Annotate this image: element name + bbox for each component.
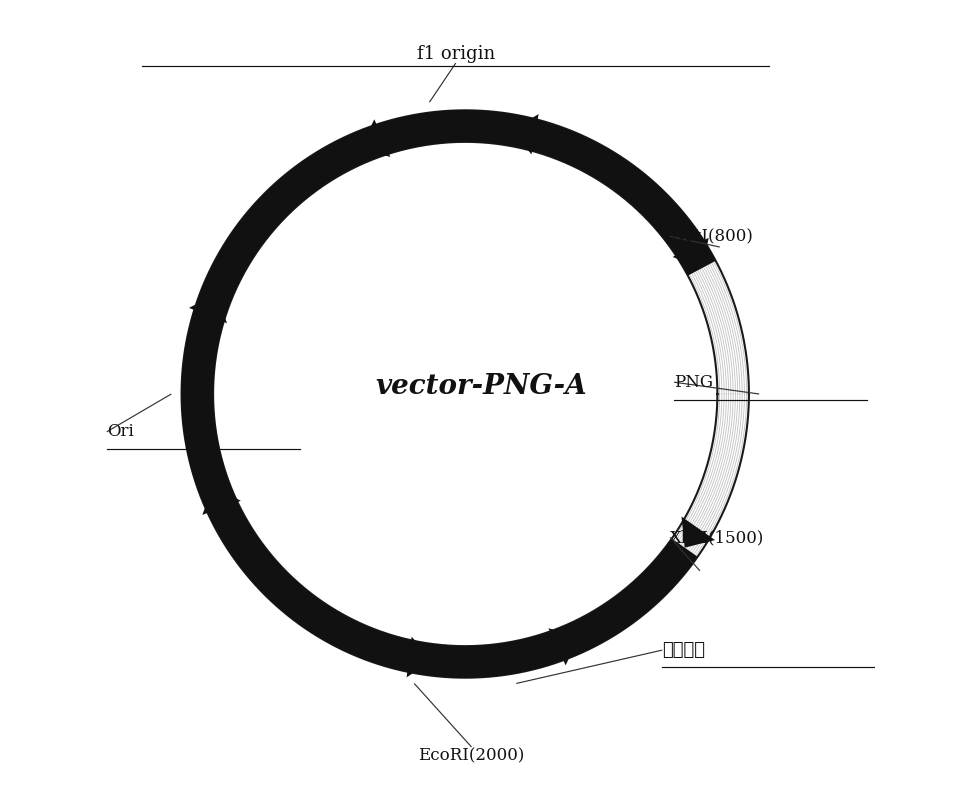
Text: XbaI(1500): XbaI(1500) — [670, 529, 764, 546]
Text: PNG: PNG — [674, 374, 712, 391]
Polygon shape — [680, 517, 714, 548]
Polygon shape — [511, 114, 538, 154]
Text: 凝集因子: 凝集因子 — [661, 641, 704, 659]
Polygon shape — [202, 485, 240, 515]
Polygon shape — [182, 288, 232, 491]
Text: NotI(800): NotI(800) — [670, 228, 752, 245]
Polygon shape — [188, 294, 227, 323]
Polygon shape — [431, 623, 584, 678]
Polygon shape — [548, 628, 578, 665]
Polygon shape — [407, 637, 432, 678]
Polygon shape — [672, 238, 708, 268]
Polygon shape — [182, 110, 715, 678]
Text: Ori: Ori — [107, 423, 134, 440]
Text: EcoRI(2000): EcoRI(2000) — [418, 747, 524, 764]
Text: vector-PNG-A: vector-PNG-A — [375, 373, 586, 400]
Polygon shape — [360, 119, 390, 157]
Polygon shape — [354, 110, 514, 162]
Text: f1 origin: f1 origin — [416, 45, 494, 63]
